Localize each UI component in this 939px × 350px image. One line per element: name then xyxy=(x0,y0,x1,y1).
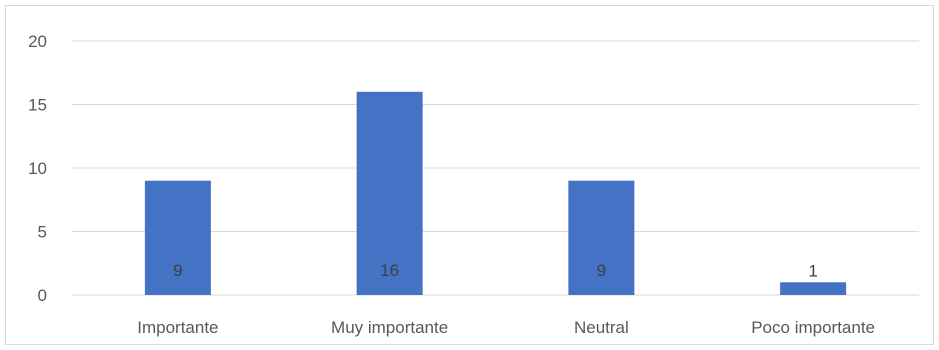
y-axis-ticks: 0 5 10 15 20 xyxy=(28,32,47,305)
y-tick-label: 20 xyxy=(28,32,47,51)
bar xyxy=(568,180,635,295)
x-tick-label: Importante xyxy=(137,318,218,337)
x-tick-label: Neutral xyxy=(574,318,629,337)
y-tick-label: 10 xyxy=(28,159,47,178)
data-labels: 9 16 9 1 xyxy=(173,261,818,280)
x-tick-label: Poco importante xyxy=(751,318,875,337)
bar xyxy=(780,282,847,295)
bar xyxy=(144,180,211,295)
y-tick-label: 0 xyxy=(38,286,47,305)
bar xyxy=(356,91,423,295)
data-label: 9 xyxy=(173,261,182,280)
data-label: 16 xyxy=(380,261,399,280)
data-label: 1 xyxy=(808,261,817,280)
bars xyxy=(144,91,847,295)
y-tick-label: 15 xyxy=(28,96,47,115)
x-tick-label: Muy importante xyxy=(331,318,448,337)
x-axis-ticks: Importante Muy importante Neutral Poco impo… xyxy=(137,318,875,337)
gridlines xyxy=(72,40,919,296)
data-label: 9 xyxy=(597,261,606,280)
y-tick-label: 5 xyxy=(38,223,47,242)
